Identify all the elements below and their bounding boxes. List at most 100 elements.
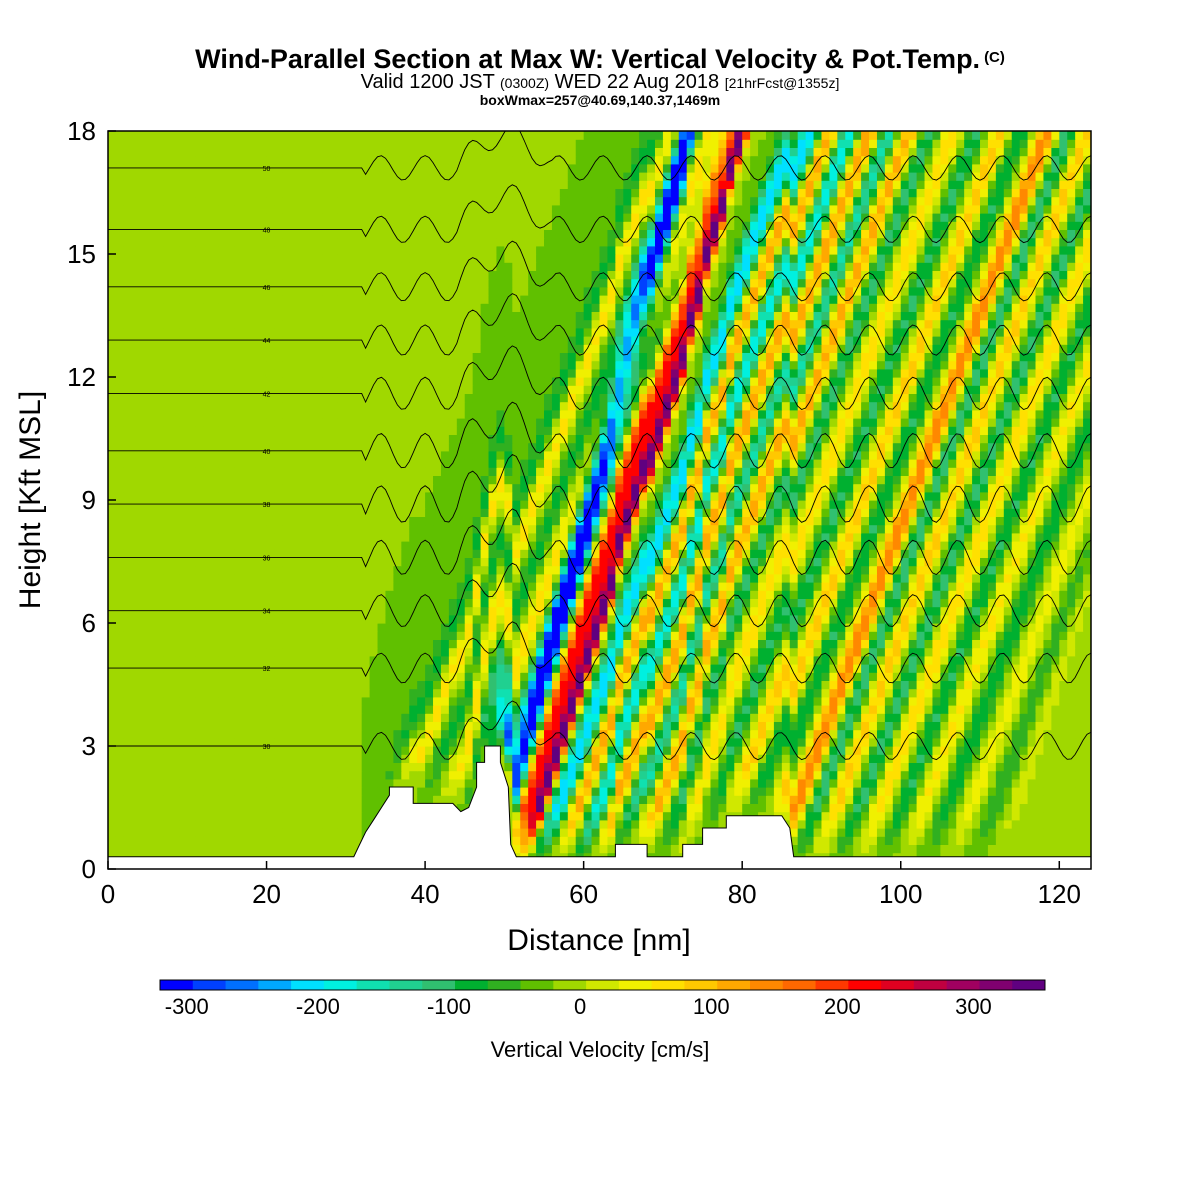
velocity-cell (282, 639, 291, 649)
velocity-cell (1067, 828, 1076, 837)
velocity-cell (179, 836, 188, 845)
velocity-cell (797, 549, 807, 558)
velocity-cell (853, 582, 862, 591)
velocity-cell (869, 557, 878, 567)
velocity-cell (686, 721, 696, 731)
velocity-cell (987, 647, 997, 657)
velocity-cell (544, 729, 553, 739)
velocity-cell (583, 623, 593, 632)
velocity-cell (559, 795, 569, 804)
velocity-cell (155, 549, 165, 558)
velocity-cell (123, 557, 133, 567)
velocity-cell (718, 737, 727, 747)
velocity-cell (1067, 705, 1076, 714)
velocity-cell (773, 557, 783, 567)
velocity-cell (1075, 549, 1084, 558)
velocity-cell (385, 705, 394, 714)
velocity-cell (781, 623, 791, 632)
velocity-cell (345, 705, 355, 714)
velocity-cell (1035, 582, 1045, 591)
velocity-cell (726, 713, 735, 722)
velocity-cell (781, 647, 791, 657)
velocity-cell (425, 623, 434, 632)
velocity-cell (163, 713, 173, 722)
velocity-cell (536, 565, 545, 575)
velocity-cell (1067, 557, 1076, 567)
velocity-cell (329, 688, 339, 698)
velocity-cell (869, 754, 878, 763)
velocity-cell (980, 762, 989, 772)
velocity-cell (972, 614, 981, 624)
velocity-cell (147, 655, 157, 665)
velocity-cell (536, 647, 545, 657)
velocity-cell (591, 795, 601, 804)
velocity-cell (1067, 844, 1076, 854)
velocity-cell (139, 811, 149, 821)
velocity-cell (250, 729, 260, 739)
velocity-cell (1011, 647, 1021, 657)
velocity-cell (195, 598, 204, 608)
velocity-cell (1067, 582, 1076, 591)
velocity-cell (496, 598, 505, 608)
velocity-cell (987, 737, 997, 747)
velocity-cell (742, 778, 751, 788)
velocity-cell (718, 688, 727, 698)
velocity-cell (932, 664, 941, 673)
velocity-cell (1003, 746, 1013, 755)
velocity-cell (734, 795, 743, 804)
velocity-cell (393, 770, 402, 780)
velocity-cell (480, 672, 490, 681)
velocity-cell (924, 770, 934, 780)
velocity-cell (758, 737, 767, 747)
velocity-cell (734, 598, 743, 608)
velocity-cell (163, 795, 173, 804)
velocity-cell (607, 721, 616, 731)
velocity-cell (345, 680, 355, 690)
velocity-cell (369, 787, 379, 796)
velocity-cell (385, 664, 394, 673)
velocity-cell (742, 746, 751, 755)
velocity-cell (234, 836, 244, 845)
velocity-cell (853, 631, 862, 640)
velocity-cell (528, 795, 537, 804)
velocity-cell (908, 746, 918, 755)
velocity-cell (694, 746, 704, 755)
velocity-cell (559, 696, 569, 706)
velocity-cell (147, 729, 157, 739)
velocity-cell (845, 696, 854, 706)
velocity-cell (631, 565, 640, 575)
velocity-cell (171, 639, 180, 649)
velocity-cell (742, 541, 751, 550)
velocity-cell (551, 819, 561, 829)
velocity-cell (425, 762, 434, 772)
velocity-cell (892, 778, 902, 788)
velocity-cell (758, 778, 767, 788)
velocity-cell (448, 746, 458, 755)
velocity-cell (559, 639, 569, 649)
velocity-cell (964, 631, 973, 640)
velocity-cell (536, 541, 545, 550)
velocity-cell (980, 541, 989, 550)
velocity-cell (758, 680, 767, 690)
velocity-cell (678, 737, 688, 747)
velocity-cell (353, 705, 363, 714)
velocity-cell (861, 844, 870, 854)
velocity-cell (536, 803, 545, 813)
velocity-cell (773, 803, 783, 813)
velocity-cell (694, 836, 704, 845)
velocity-cell (345, 639, 355, 649)
velocity-cell (837, 713, 846, 722)
velocity-cell (1043, 787, 1052, 796)
velocity-cell (1019, 655, 1029, 665)
velocity-cell (694, 803, 704, 813)
velocity-cell (480, 573, 490, 583)
velocity-cell (536, 623, 545, 632)
velocity-cell (686, 754, 696, 763)
velocity-cell (639, 803, 648, 813)
velocity-cell (559, 614, 569, 624)
velocity-cell (987, 828, 997, 837)
velocity-cell (298, 655, 307, 665)
velocity-cell (678, 811, 688, 821)
velocity-cell (829, 836, 838, 845)
velocity-cell (845, 705, 854, 714)
